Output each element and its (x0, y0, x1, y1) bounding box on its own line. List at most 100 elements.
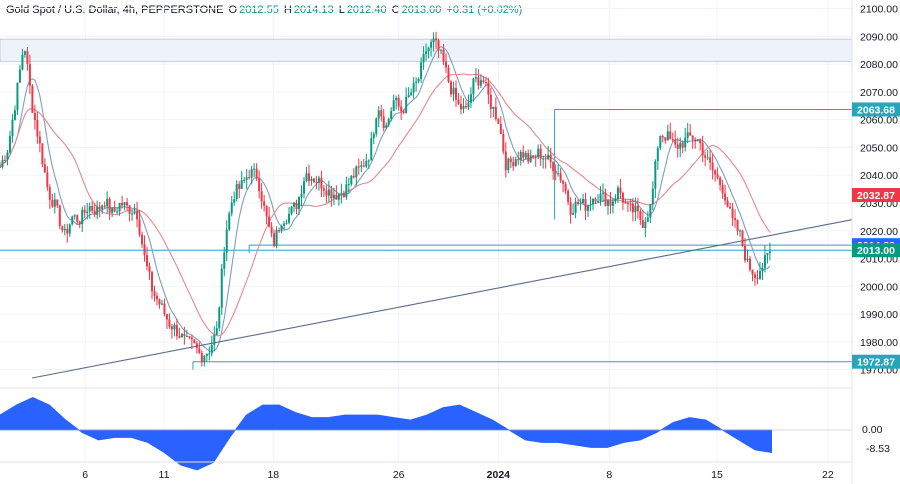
candle-body (23, 51, 26, 55)
candle-body (567, 190, 570, 203)
x-tick-label: 15 (711, 469, 723, 481)
candle-body (684, 137, 687, 148)
candles (0, 31, 771, 367)
oscillator-area (0, 397, 772, 471)
y-tick-label: 2020.00 (860, 226, 898, 238)
candle-body (417, 78, 420, 82)
candle-body (509, 158, 512, 163)
candle-body (763, 255, 766, 268)
candle-body (537, 148, 540, 158)
candle-body (562, 180, 565, 184)
candle-body (731, 208, 734, 219)
candle-body (63, 228, 66, 231)
candle-body (587, 205, 590, 211)
candle-body (569, 202, 572, 215)
candle-body (190, 337, 193, 340)
ma-fast-line (0, 46, 771, 353)
candle-body (741, 230, 744, 246)
candle-body (502, 133, 505, 152)
candle-body (766, 253, 769, 256)
candle-body (644, 221, 647, 228)
legend-symbol: Gold Spot / U.S. Dollar, 4h, PEPPERSTONE (6, 4, 224, 16)
candle-body (445, 61, 448, 68)
candle-body (522, 151, 525, 158)
candle-body (666, 131, 669, 141)
candle-body (355, 166, 358, 178)
candle-body (599, 193, 602, 201)
candle-body (377, 110, 380, 119)
candle-body (208, 353, 211, 355)
candle-body (320, 177, 323, 189)
candle-body (340, 193, 343, 195)
candle-body (497, 119, 500, 124)
candle-body (185, 336, 188, 338)
candle-body (709, 157, 712, 163)
candle-body (6, 152, 9, 161)
candle-body (66, 228, 69, 234)
candle-body (302, 181, 305, 194)
candle-body (519, 151, 522, 161)
candle-body (479, 80, 482, 86)
candle-body (542, 158, 545, 160)
candle-body (636, 205, 639, 212)
candle-body (621, 192, 624, 203)
candle-body (342, 193, 345, 198)
candle-body (691, 135, 694, 140)
candle-body (332, 194, 335, 199)
candle-body (629, 203, 632, 205)
candle-body (265, 205, 268, 217)
candle-body (312, 178, 315, 183)
y-tick-label: 2100.00 (860, 4, 898, 16)
candle-body (111, 208, 114, 213)
candle-body (307, 173, 310, 181)
candle-body (494, 106, 497, 120)
candle-body (225, 229, 228, 253)
candle-body (38, 136, 41, 144)
candle-body (163, 303, 166, 315)
candle-body (300, 193, 303, 197)
price-axis[interactable]: 2100.00 2090.00 2080.00 2070.00 2060.00 2050.… (851, 0, 898, 484)
candle-body (594, 198, 597, 202)
candle-body (751, 269, 754, 275)
moving-averages (0, 46, 771, 353)
candle-body (532, 155, 535, 158)
candle-body (218, 307, 221, 329)
candle-body (449, 81, 452, 95)
candle-body (559, 173, 562, 181)
candle-body (616, 187, 619, 199)
candle-body (198, 348, 201, 353)
candle-body (517, 159, 520, 161)
candle-body (33, 112, 36, 120)
candle-body (442, 49, 445, 62)
candle-body (8, 136, 11, 153)
candle-body (205, 353, 208, 356)
candle-body (148, 266, 151, 273)
candle-body (724, 193, 727, 201)
x-tick-label: 2024 (487, 469, 511, 481)
candle-body (719, 177, 722, 186)
candle-body (482, 80, 485, 82)
candle-body (165, 314, 168, 320)
candle-body (392, 100, 395, 112)
candle-body (283, 223, 286, 226)
candle-body (238, 184, 241, 189)
candle-body (76, 215, 79, 222)
candle-body (524, 153, 527, 158)
oscillator-zero-label: 0.00 (862, 424, 883, 436)
candle-body (694, 139, 697, 142)
candle-body (547, 154, 550, 160)
candle-body (592, 198, 595, 205)
price-tag (852, 102, 900, 117)
candle-body (98, 206, 101, 209)
candle-body (462, 105, 465, 110)
candle-body (81, 209, 84, 225)
candle-body (78, 221, 81, 225)
candle-body (676, 144, 679, 149)
legend-open-label: O (228, 4, 238, 16)
candle-body (544, 158, 547, 160)
candle-body (133, 211, 136, 214)
time-axis[interactable]: 6 11 18 26 2024 8 15 22 (0, 461, 852, 481)
candle-body (36, 119, 39, 137)
candle-body (146, 255, 149, 267)
